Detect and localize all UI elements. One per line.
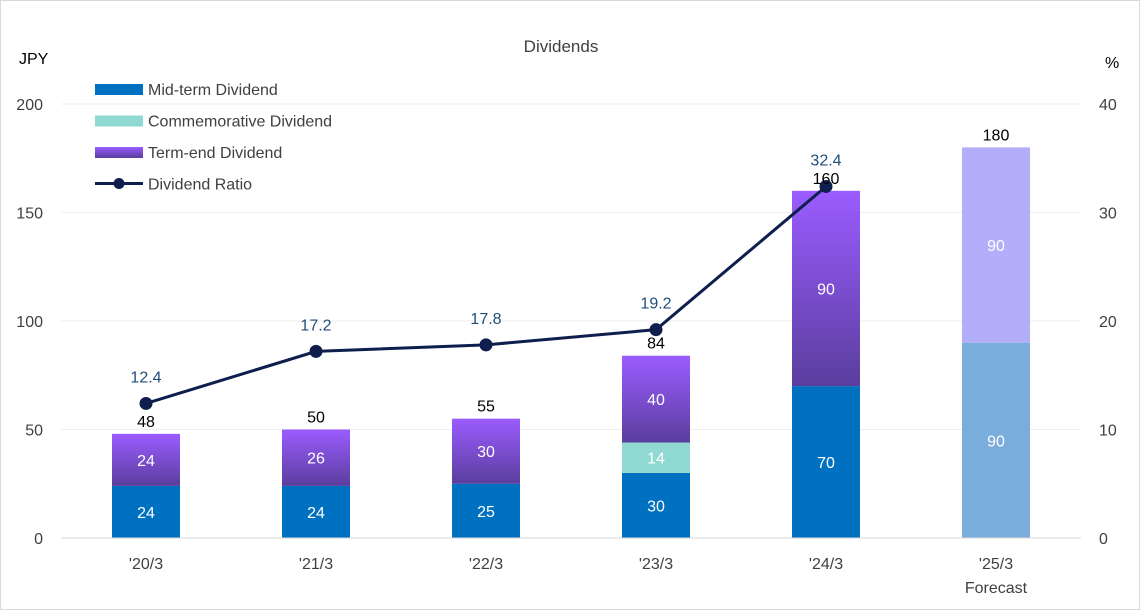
dividend-ratio-point <box>309 344 323 358</box>
legend-marker-dividend-ratio <box>113 178 125 189</box>
dividend-ratio-value-label: 32.4 <box>810 152 841 169</box>
dividend-ratio-value-label: 12.4 <box>130 369 161 386</box>
data-labels: 24 24 48 24 26 50 25 30 55 30 14 40 84 70 90 160 90 90 180… <box>130 127 1009 522</box>
legend-label: Dividend Ratio <box>148 177 252 194</box>
dividend-ratio-point <box>139 396 153 410</box>
bars <box>112 147 1030 538</box>
dividend-ratio-point <box>819 179 833 193</box>
term-end-dividend-value-label: 40 <box>647 392 665 409</box>
y-axis-right-label: % <box>1105 55 1119 72</box>
legend-label: Commemorative Dividend <box>148 114 332 131</box>
term-end-dividend-value-label: 90 <box>817 281 835 298</box>
y-right-tick-label: 10 <box>1099 423 1117 440</box>
mid-term-dividend-bar <box>962 342 1030 538</box>
y-left-tick-label: 0 <box>34 531 43 548</box>
x-tick-label: '25/3 <box>979 556 1013 573</box>
legend-swatch-term-end-dividend <box>95 147 143 158</box>
axes: 0 50 100 150 200 0 10 20 30 40 '20/3 '21/3 '22/3 '23/… <box>16 97 1117 597</box>
commemorative-dividend-value-label: 14 <box>647 451 665 468</box>
dividend-ratio-value-label: 17.2 <box>300 317 331 334</box>
mid-term-dividend-bar <box>452 483 520 538</box>
term-end-dividend-value-label: 24 <box>137 453 155 470</box>
y-right-tick-label: 20 <box>1099 314 1117 331</box>
total-label: 84 <box>647 336 665 353</box>
term-end-dividend-bar <box>282 429 350 486</box>
mid-term-dividend-value-label: 25 <box>477 504 495 521</box>
mid-term-dividend-bar <box>622 472 690 538</box>
legend: Mid-term Dividend Commemorative Dividend T… <box>95 82 332 194</box>
term-end-dividend-value-label: 90 <box>987 238 1005 255</box>
x-tick-label: '22/3 <box>469 556 503 573</box>
dividend-ratio-point <box>479 338 493 352</box>
chart-title: Dividends <box>524 37 599 56</box>
legend-swatch-commemorative-dividend <box>95 115 143 127</box>
dividend-ratio-point <box>649 323 663 337</box>
x-tick-label: '21/3 <box>299 556 333 573</box>
x-tick-label: '23/3 <box>639 556 673 573</box>
dividend-ratio-line <box>139 179 833 410</box>
gridlines <box>61 103 1081 430</box>
term-end-dividend-bar <box>112 433 180 486</box>
total-label: 48 <box>137 414 155 431</box>
y-left-tick-label: 200 <box>16 97 43 114</box>
total-label: 180 <box>983 127 1010 144</box>
y-right-tick-label: 0 <box>1099 531 1108 548</box>
legend-label: Mid-term Dividend <box>148 82 278 99</box>
y-left-tick-label: 100 <box>16 314 43 331</box>
x-tick-sublabel: Forecast <box>965 580 1028 597</box>
term-end-dividend-value-label: 30 <box>477 444 495 461</box>
mid-term-dividend-value-label: 24 <box>137 505 155 522</box>
y-right-tick-label: 30 <box>1099 206 1117 223</box>
y-left-tick-label: 150 <box>16 206 43 223</box>
legend-label: Term-end Dividend <box>148 145 282 162</box>
mid-term-dividend-value-label: 70 <box>817 455 835 472</box>
x-tick-label: '24/3 <box>809 556 843 573</box>
dividend-ratio-value-label: 19.2 <box>640 296 671 313</box>
mid-term-dividend-value-label: 24 <box>307 505 325 522</box>
mid-term-dividend-bar <box>112 485 180 538</box>
term-end-dividend-value-label: 26 <box>307 451 325 468</box>
term-end-dividend-bar <box>452 418 520 484</box>
mid-term-dividend-bar <box>792 386 860 538</box>
mid-term-dividend-value-label: 90 <box>987 433 1005 450</box>
dividend-ratio-value-label: 17.8 <box>470 311 501 328</box>
commemorative-dividend-bar <box>622 442 690 473</box>
legend-swatch-mid-term-dividend <box>95 84 143 95</box>
total-label: 55 <box>477 399 495 416</box>
total-label: 160 <box>813 171 840 188</box>
dividend-ratio-polyline <box>145 185 827 405</box>
y-axis-left-label: JPY <box>19 51 49 68</box>
mid-term-dividend-bar <box>282 485 350 538</box>
term-end-dividend-bar <box>962 147 1030 343</box>
x-tick-label: '20/3 <box>129 556 163 573</box>
total-label: 50 <box>307 410 325 427</box>
term-end-dividend-bar <box>792 190 860 387</box>
mid-term-dividend-value-label: 30 <box>647 498 665 515</box>
y-left-tick-label: 50 <box>25 423 43 440</box>
y-right-tick-label: 40 <box>1099 97 1117 114</box>
term-end-dividend-bar <box>622 355 690 443</box>
